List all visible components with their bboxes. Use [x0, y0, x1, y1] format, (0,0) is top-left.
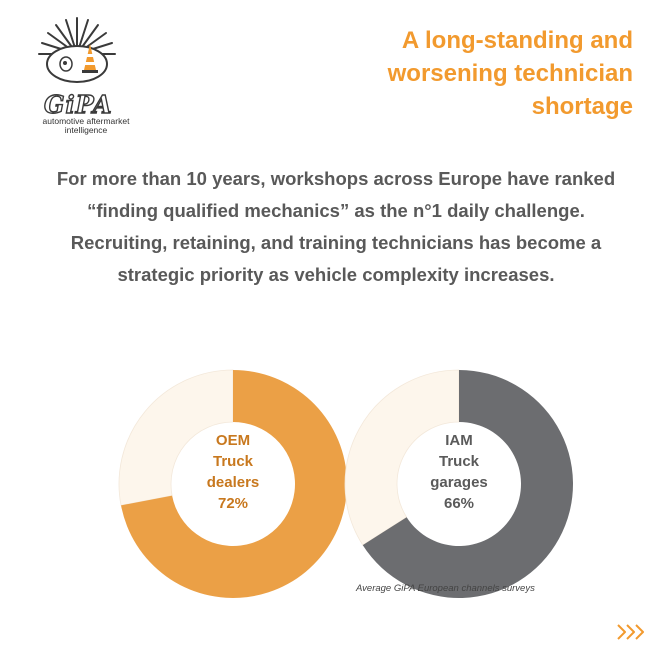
iam-donut-svg — [344, 369, 573, 598]
oem-remainder-slice — [118, 369, 234, 506]
double-chevron-right-icon[interactable] — [616, 622, 648, 647]
oem-truck-dealers-chart: OEM Truck dealers 72% — [117, 368, 349, 600]
logo-wordmark: GiPA — [43, 89, 113, 119]
headline-line1: A long-standing and — [401, 27, 633, 54]
iam-value-slice — [362, 370, 573, 598]
iam-label-line2: Truck — [438, 453, 480, 470]
headline-line3: shortage — [531, 93, 633, 120]
logo-tagline-line2: intelligence — [64, 125, 108, 135]
body-paragraph-1: For more than 10 years, workshops across… — [56, 168, 616, 221]
headline-line2: worsening technician — [387, 60, 633, 87]
body-paragraph-2: Recruiting, retaining, and training tech… — [70, 232, 602, 285]
oem-label-line3: dealers — [206, 474, 260, 491]
oem-donut-svg — [118, 369, 347, 598]
oem-label-line2: Truck — [212, 453, 254, 470]
gipa-logo: GiPA automotive aftermarket intelligence — [22, 14, 132, 135]
oem-label-line1: OEM — [215, 432, 251, 449]
oem-value-slice — [121, 370, 347, 598]
iam-label-value: 66% — [443, 495, 475, 512]
iam-chart-label: IAM Truck garages 66% — [343, 430, 575, 514]
hedgehog-icon — [38, 17, 116, 83]
logo-tagline: automotive aftermarket intelligence — [38, 117, 134, 135]
oem-chart-label: OEM Truck dealers 72% — [117, 430, 349, 514]
iam-label-line1: IAM — [445, 432, 473, 449]
oem-label-value: 72% — [217, 495, 249, 512]
iam-label-line3: garages — [430, 474, 488, 491]
logo-tagline-line1: automotive aftermarket — [42, 116, 130, 126]
body-text: For more than 10 years, workshops across… — [30, 163, 642, 291]
page-headline: A long-standing and worsening technician… — [303, 24, 633, 123]
iam-remainder-slice — [344, 369, 460, 546]
iam-truck-garages-chart: IAM Truck garages 66% — [343, 368, 575, 600]
source-note: Average GiPA European channels surveys — [356, 583, 535, 594]
